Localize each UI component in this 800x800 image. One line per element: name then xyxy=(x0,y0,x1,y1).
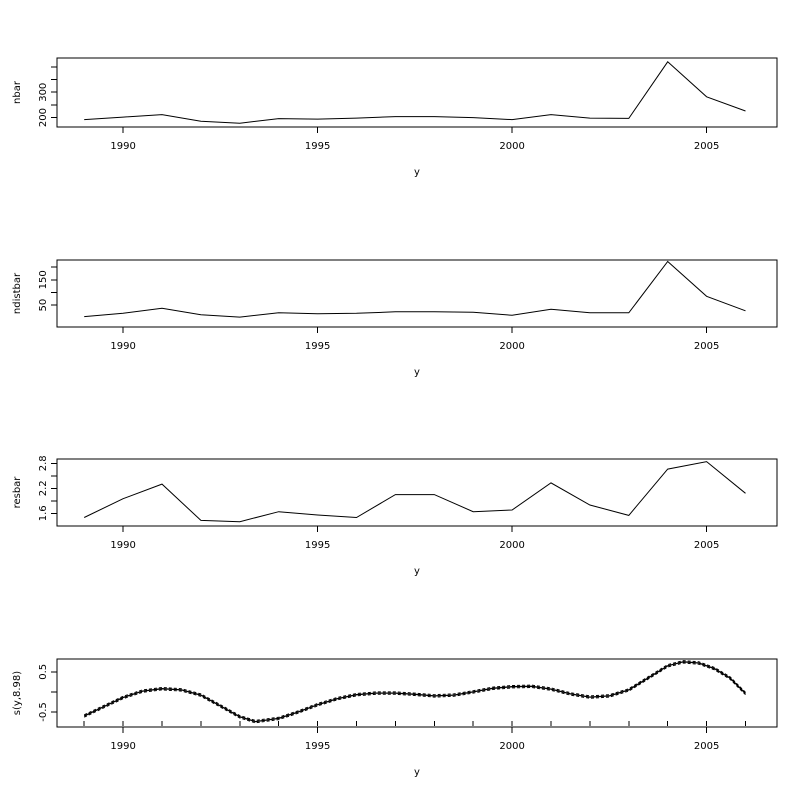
panel-ndistbar: 50 150 1990 1995 2000 2005 ndistbar y xyxy=(12,259,778,378)
x-tick-label: 2005 xyxy=(694,341,719,352)
x-tick-label: 1990 xyxy=(110,540,135,551)
x-tick-label: 1995 xyxy=(305,141,330,152)
y-tick-label: 0.5 xyxy=(38,664,49,680)
plot-box xyxy=(56,259,778,328)
y-tick-label: 150 xyxy=(38,270,49,289)
y-axis-title: s(y,8.98) xyxy=(12,671,23,715)
y-tick-label: 200 xyxy=(38,108,49,127)
x-tick-label: 2000 xyxy=(499,540,524,551)
panel-nbar: 200 300 1990 1995 2000 2005 nbar y xyxy=(12,57,778,178)
x-axis-title: y xyxy=(414,167,420,178)
resbar-line xyxy=(83,461,746,523)
x-axis-title: y xyxy=(414,566,420,577)
x-axis-title: y xyxy=(414,767,420,778)
x-tick-label: 2005 xyxy=(694,540,719,551)
x-tick-label: 1990 xyxy=(110,141,135,152)
plot-box xyxy=(56,658,778,728)
x-tick-label: 1995 xyxy=(305,741,330,752)
y-axis-title: ndistbar xyxy=(12,272,23,314)
x-tick-label: 1995 xyxy=(305,540,330,551)
y-tick-label: 2.8 xyxy=(38,455,49,471)
x-tick-label: 1995 xyxy=(305,341,330,352)
panel-resbar: 1.6 2.2 2.8 1990 1995 2000 2005 resbar y xyxy=(12,455,778,577)
ndistbar-line xyxy=(84,260,746,318)
x-tick-label: 2005 xyxy=(694,141,719,152)
x-tick-label: 2005 xyxy=(694,741,719,752)
y-axis-title: nbar xyxy=(12,80,23,104)
y-tick-label: 2.2 xyxy=(38,480,49,496)
y-tick-label: 1.6 xyxy=(38,505,49,521)
ci-upper-line xyxy=(83,660,746,721)
x-tick-label: 1990 xyxy=(110,341,135,352)
plot-box xyxy=(56,458,778,527)
y-tick-label: 50 xyxy=(38,299,49,312)
x-tick-label: 2000 xyxy=(499,141,524,152)
nbar-line xyxy=(84,61,746,124)
y-tick-label: 300 xyxy=(38,83,49,102)
ci-lower-line xyxy=(83,662,746,724)
smooth-fit-line xyxy=(83,661,746,723)
x-tick-label: 1990 xyxy=(110,741,135,752)
x-axis-title: y xyxy=(414,367,420,378)
y-axis-title: resbar xyxy=(12,476,23,509)
panel-smooth: -0.5 0.5 1990 1995 2000 2005 s(y,8.98) y xyxy=(12,658,778,778)
y-tick-label: -0.5 xyxy=(38,702,49,722)
x-tick-label: 2000 xyxy=(499,741,524,752)
x-tick-label: 2000 xyxy=(499,341,524,352)
